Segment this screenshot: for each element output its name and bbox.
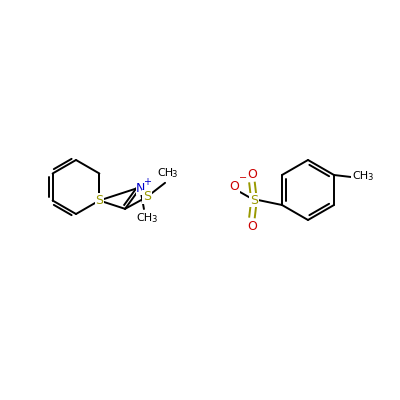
Text: CH: CH: [352, 171, 368, 181]
Text: 3: 3: [171, 170, 177, 179]
Text: 3: 3: [367, 174, 373, 182]
Text: S: S: [143, 190, 151, 203]
Text: O: O: [247, 168, 257, 180]
Text: S: S: [95, 194, 103, 207]
Text: O: O: [229, 180, 239, 192]
Text: 3: 3: [151, 216, 157, 224]
Text: −: −: [239, 173, 247, 183]
Text: O: O: [247, 220, 257, 232]
Text: CH: CH: [137, 213, 153, 223]
Text: S: S: [250, 194, 258, 206]
Text: N: N: [136, 182, 146, 194]
Text: CH: CH: [157, 168, 173, 178]
Text: +: +: [143, 177, 151, 187]
